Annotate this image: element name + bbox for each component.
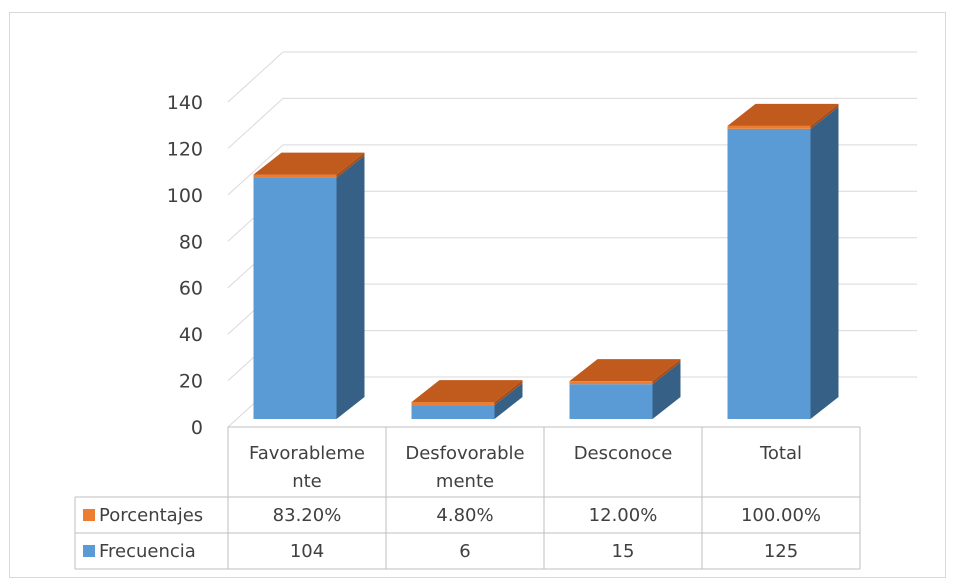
y-tick-label: 40 [179,324,203,346]
bar-top [411,380,523,403]
bar-cap-side [810,103,839,129]
data-label: 6 [459,541,470,562]
x-tick-label: Total [759,443,802,464]
x-tick-label: Favorableme [249,443,365,464]
bar-group [253,152,365,420]
bar-top [253,152,365,175]
y-tick-label: 100 [167,185,203,207]
bar-cap-side [652,359,681,385]
bar-cap-side [494,380,523,406]
bar-group [411,380,523,419]
x-tick-label: Desconoce [574,443,673,464]
bar-side [810,106,839,420]
bar-side [494,383,523,419]
y-tick-label: 120 [167,138,203,160]
bar [727,128,811,420]
data-label: 100.00% [741,505,821,526]
y-tick-label: 80 [179,231,203,253]
x-tick-label: Desfovorable [405,443,524,464]
data-label: 12.00% [589,505,658,526]
bar-cap [253,174,337,178]
bar-top [569,359,681,382]
gridline-depth [227,98,284,149]
y-axis: 0 20 40 60 80 100 120 140 [167,92,203,439]
legend-label: Frecuencia [99,541,196,562]
bars [253,103,839,420]
y-tick-label: 20 [179,371,203,393]
legend-swatch [83,509,95,521]
legend-label: Porcentajes [99,505,203,526]
data-label: 104 [290,541,324,562]
bar [569,384,653,419]
bar-side [652,362,681,419]
data-label: 15 [612,541,635,562]
bar-group [569,359,681,419]
gridline-depth [227,51,284,103]
y-tick-label: 60 [179,278,203,300]
data-table: Favorableme nte Desfovorable mente Desconoce… [74,426,861,570]
bar-cap [411,402,495,406]
bar [411,405,495,419]
x-tick-label: nte [292,471,322,492]
y-tick-label: 0 [191,417,203,439]
bar-side [336,155,365,420]
bar-group [727,103,839,420]
bar-cap [569,381,653,385]
legend-swatch [83,545,95,557]
data-label: 4.80% [436,505,493,526]
bar-cap-side [336,152,365,178]
bar-top [727,103,839,126]
bar [253,177,337,419]
data-label: 125 [764,541,798,562]
data-label: 83.20% [273,505,342,526]
y-tick-label: 140 [167,92,203,114]
x-tick-label: mente [436,471,494,492]
bar-cap [727,125,811,129]
gridline-depth [227,144,284,196]
